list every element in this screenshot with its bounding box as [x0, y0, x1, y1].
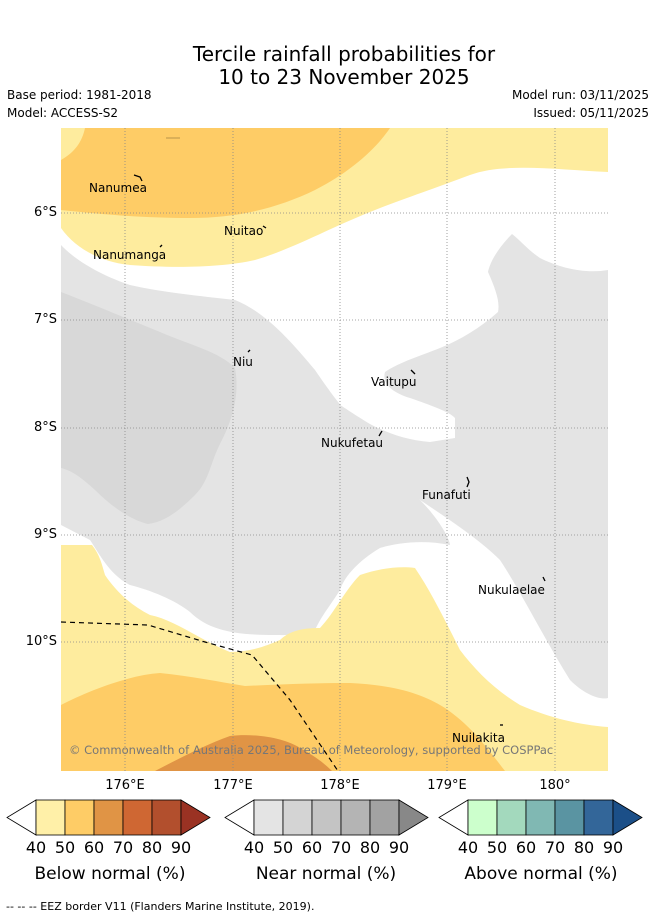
- colorbar-extend-low: [224, 799, 255, 836]
- colorbar-swatch-40: [467, 799, 498, 836]
- near-normal-50-region: [61, 292, 237, 524]
- lon-label-176e: 176°E: [105, 778, 145, 793]
- lat-label-10s: 10°S: [25, 634, 57, 649]
- lat-label-9s: 9°S: [33, 527, 57, 542]
- colorbar-tick-label: 70: [330, 838, 352, 857]
- lon-label-178e: 178°E: [320, 778, 360, 793]
- colorbar-tick-label: 40: [25, 838, 47, 857]
- colorbar-tick-label: 80: [141, 838, 163, 857]
- colorbar-tick-label: 50: [54, 838, 76, 857]
- colorbar-swatch-50: [64, 799, 95, 836]
- colorbar-swatch-50: [282, 799, 313, 836]
- colorbar-title-below: Below normal (%): [34, 864, 186, 884]
- place-label-nuitao: Nuitao: [224, 224, 263, 238]
- island-vaitupu: [410, 369, 416, 375]
- island-funafuti: [466, 476, 470, 488]
- colorbar-tick-label: 90: [602, 838, 624, 857]
- lat-label-6s: 6°S: [33, 205, 57, 220]
- lat-grid: [61, 212, 608, 643]
- base-period: Base period: 1981-2018: [7, 88, 152, 102]
- place-label-niu: Niu: [233, 355, 253, 369]
- below-normal-50-region-south: [61, 673, 505, 771]
- model-name: Model: ACCESS-S2: [7, 106, 119, 120]
- colorbar-swatch-60: [525, 799, 556, 836]
- lat-label-7s: 7°S: [33, 312, 57, 327]
- colorbar-tick-label: 80: [359, 838, 381, 857]
- colorbar-legends: [6, 799, 643, 836]
- colorbar-tick-label: 60: [301, 838, 323, 857]
- colorbar-tick-label: 50: [486, 838, 508, 857]
- colorbar-swatch-80: [369, 799, 400, 836]
- map-title-line1: Tercile rainfall probabilities for: [192, 42, 496, 66]
- place-label-nukulaelae: Nukulaelae: [478, 583, 545, 597]
- place-label-funafuti: Funafuti: [422, 488, 471, 502]
- colorbar-swatch-70: [122, 799, 153, 836]
- colorbar-extend-low: [438, 799, 469, 836]
- near-normal-40-patch: [236, 544, 258, 550]
- issued-date: Issued: 05/11/2025: [533, 106, 649, 120]
- colorbar-swatch-50: [496, 799, 527, 836]
- place-label-nanumanga: Nanumanga: [93, 248, 166, 262]
- colorbar-tick-label: 50: [272, 838, 294, 857]
- lat-label-8s: 8°S: [33, 420, 57, 435]
- lon-grid: [124, 128, 556, 771]
- colorbar-extend-high: [398, 799, 429, 836]
- colorbar-tick-label: 90: [170, 838, 192, 857]
- colorbar-tick-label: 40: [457, 838, 479, 857]
- colorbar-swatch-40: [253, 799, 284, 836]
- below-normal-60-region: [155, 735, 332, 771]
- colorbar-extend-high: [612, 799, 643, 836]
- colorbar-swatch-60: [311, 799, 342, 836]
- colorbar-swatch-80: [583, 799, 614, 836]
- model-run: Model run: 03/11/2025: [511, 88, 649, 102]
- island-niu: [247, 349, 251, 353]
- colorbar-tick-label: 60: [83, 838, 105, 857]
- colorbar-title-near: Near normal (%): [255, 864, 397, 884]
- below-normal-50-region-north: [61, 128, 390, 218]
- eez-border: [61, 621, 339, 771]
- colorbar-tick-label: 70: [544, 838, 566, 857]
- colorbar-title-above: Above normal (%): [464, 864, 618, 884]
- island-nukufetau: [378, 430, 383, 437]
- colorbar-swatch-80: [151, 799, 182, 836]
- near-normal-40-region-east: [338, 234, 608, 699]
- colorbar-swatch-40: [35, 799, 66, 836]
- colorbar-extend-low: [6, 799, 37, 836]
- copyright-notice: © Commonwealth of Australia 2025, Bureau…: [69, 743, 553, 757]
- eez-footnote: -- -- -- EEZ border V11 (Flanders Marine…: [6, 900, 315, 913]
- island-nukulaelae: [542, 576, 546, 582]
- island-shapes: [133, 137, 546, 726]
- colorbar-near-normal: [224, 799, 429, 836]
- colorbar-swatch-70: [554, 799, 585, 836]
- lon-label-180: 180°: [539, 778, 571, 793]
- colorbar-extend-high: [180, 799, 211, 836]
- lon-label-177e: 177°E: [213, 778, 253, 793]
- colorbar-tick-label: 90: [388, 838, 410, 857]
- colorbar-tick-label: 80: [573, 838, 595, 857]
- place-label-nukufetau: Nukufetau: [321, 436, 383, 450]
- map-title-line2: 10 to 23 November 2025: [218, 65, 470, 89]
- colorbar-tick-label: 60: [515, 838, 537, 857]
- colorbar-swatch-60: [93, 799, 124, 836]
- place-label-nanumea: Nanumea: [89, 181, 147, 195]
- island-nuitao: [262, 225, 267, 229]
- island-nanumanga: [159, 244, 163, 248]
- colorbar-swatch-70: [340, 799, 371, 836]
- place-label-nuilakita: Nuilakita: [452, 731, 505, 745]
- island-nanumea: [133, 174, 143, 182]
- colorbar-below-normal: [6, 799, 211, 836]
- colorbar-above-normal: [438, 799, 643, 836]
- colorbar-tick-label: 70: [112, 838, 134, 857]
- place-label-vaitupu: Vaitupu: [371, 375, 417, 389]
- lon-label-179e: 179°E: [427, 778, 467, 793]
- colorbar-tick-label: 40: [243, 838, 265, 857]
